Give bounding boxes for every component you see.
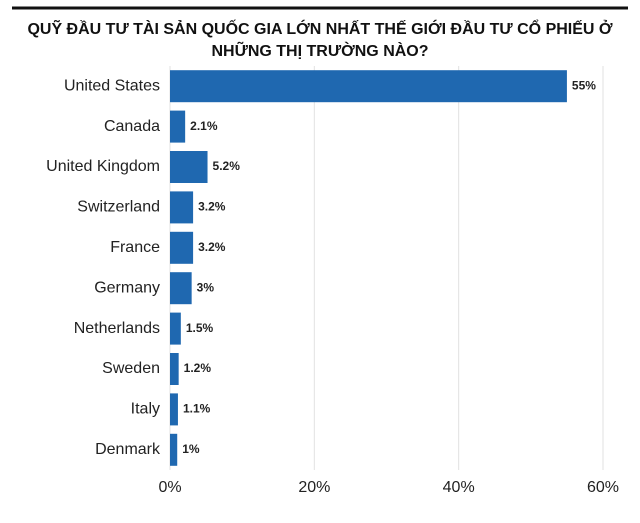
y-tick-label: Germany — [94, 279, 160, 296]
chart-title: QUỸ ĐẦU TƯ TÀI SẢN QUỐC GIA LỚN NHẤT THẾ… — [27, 18, 612, 38]
value-label: 2.1% — [190, 119, 218, 133]
value-label: 1.1% — [183, 402, 211, 416]
value-label: 3.2% — [198, 240, 226, 254]
value-label: 1% — [182, 442, 200, 456]
x-tick-label: 0% — [158, 479, 181, 496]
value-label: 1.2% — [184, 361, 212, 375]
y-tick-label: Denmark — [95, 441, 161, 458]
chart-title: NHỮNG THỊ TRƯỜNG NÀO? — [211, 40, 428, 60]
y-tick-label: Netherlands — [74, 320, 160, 337]
bar — [170, 191, 194, 224]
value-label: 55% — [572, 78, 596, 92]
y-tick-label: Canada — [104, 118, 160, 135]
bar — [170, 70, 567, 103]
y-tick-label: France — [110, 239, 160, 256]
y-tick-label: Italy — [131, 401, 160, 418]
value-label: 5.2% — [213, 159, 241, 173]
bar — [170, 353, 179, 385]
bar — [170, 433, 178, 466]
bar — [170, 312, 181, 345]
bar — [170, 393, 178, 426]
value-label: 3% — [197, 280, 215, 294]
y-tick-label: United States — [64, 77, 160, 94]
y-tick-label: United Kingdom — [46, 158, 160, 175]
value-label: 3.2% — [198, 200, 226, 214]
bar — [170, 272, 192, 305]
x-tick-label: 20% — [298, 479, 330, 496]
y-tick-label: Switzerland — [77, 199, 160, 216]
x-tick-label: 40% — [443, 479, 475, 496]
bar — [170, 151, 208, 183]
x-tick-label: 60% — [587, 479, 619, 496]
bar — [170, 110, 186, 143]
bar — [170, 231, 194, 264]
value-label: 1.5% — [186, 321, 214, 335]
y-tick-label: Sweden — [102, 360, 160, 377]
